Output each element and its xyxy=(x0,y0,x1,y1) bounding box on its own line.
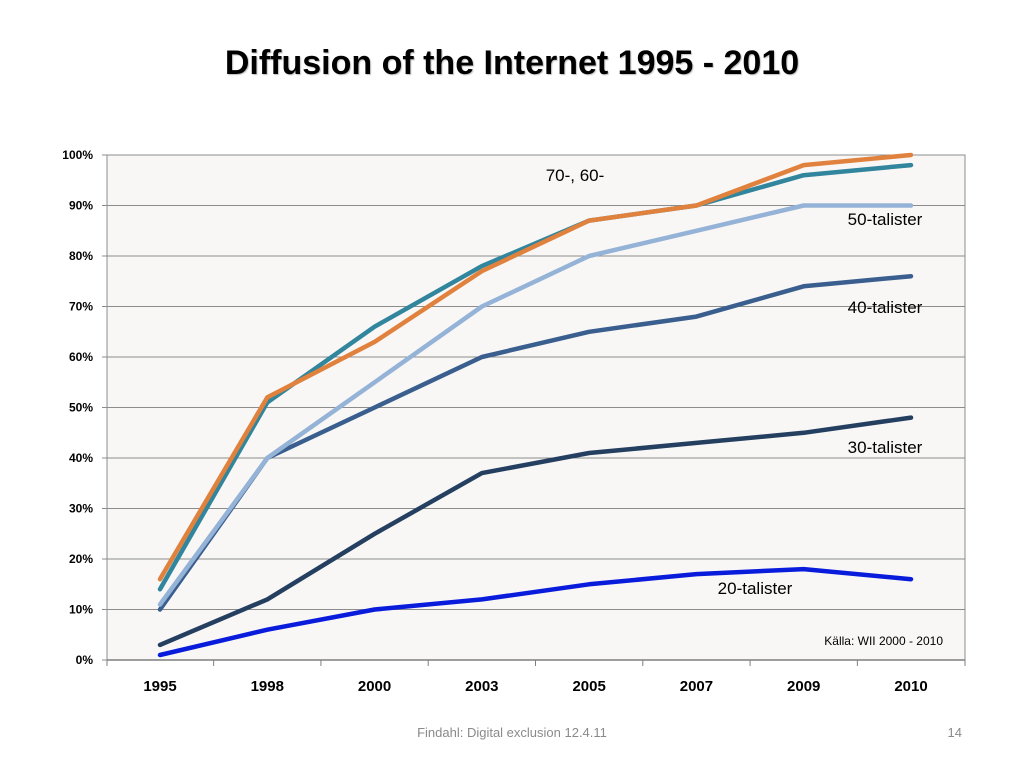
y-tick-label: 20% xyxy=(69,552,93,566)
y-tick-label: 40% xyxy=(69,451,93,465)
x-tick-label: 2007 xyxy=(680,678,713,695)
x-tick-label: 2003 xyxy=(465,678,498,695)
label-20-talister: 20-talister xyxy=(718,579,793,598)
x-tick-label: 2009 xyxy=(787,678,820,695)
y-tick-label: 10% xyxy=(69,603,93,617)
x-tick-label: 2005 xyxy=(572,678,605,695)
y-tick-label: 60% xyxy=(69,350,93,364)
x-tick-label: 2010 xyxy=(894,678,927,695)
y-tick-label: 50% xyxy=(69,401,93,415)
page-number: 14 xyxy=(947,725,962,740)
label-70-60: 70-, 60- xyxy=(546,166,605,185)
label-30-talister: 30-talister xyxy=(848,438,923,457)
x-axis xyxy=(106,659,966,666)
slide-title: Diffusion of the Internet 1995 - 2010 xyxy=(224,44,800,82)
footer-text: Findahl: Digital exclusion 12.4.11 xyxy=(417,725,607,740)
y-tick-label: 70% xyxy=(69,300,93,314)
label-50-talister: 50-talister xyxy=(848,210,923,229)
series-lines xyxy=(157,152,914,658)
source-note: Källa: WII 2000 - 2010 xyxy=(824,634,943,648)
gridlines xyxy=(102,154,965,661)
label-40-talister: 40-talister xyxy=(848,298,923,317)
y-tick-label: 80% xyxy=(69,249,93,263)
y-axis-tick-labels: 0% 10% 20% 30% 40% 50% 60% 70% 80% 90% 100% xyxy=(62,148,93,667)
x-tick-label: 2000 xyxy=(358,678,391,695)
series-line-5 xyxy=(157,152,914,582)
y-tick-label: 100% xyxy=(62,148,93,162)
x-axis-tick-labels: 1995 1998 2000 2003 2005 2007 2009 2010 xyxy=(143,678,927,695)
series-line-3 xyxy=(157,203,914,607)
series-line-0 xyxy=(157,566,914,658)
series-line-1 xyxy=(157,415,914,648)
x-tick-label: 1998 xyxy=(251,678,284,695)
series-line-2 xyxy=(157,273,914,612)
y-tick-label: 90% xyxy=(69,199,93,213)
y-tick-label: 0% xyxy=(76,653,94,667)
x-tick-label: 1995 xyxy=(143,678,176,695)
y-tick-label: 30% xyxy=(69,502,93,516)
